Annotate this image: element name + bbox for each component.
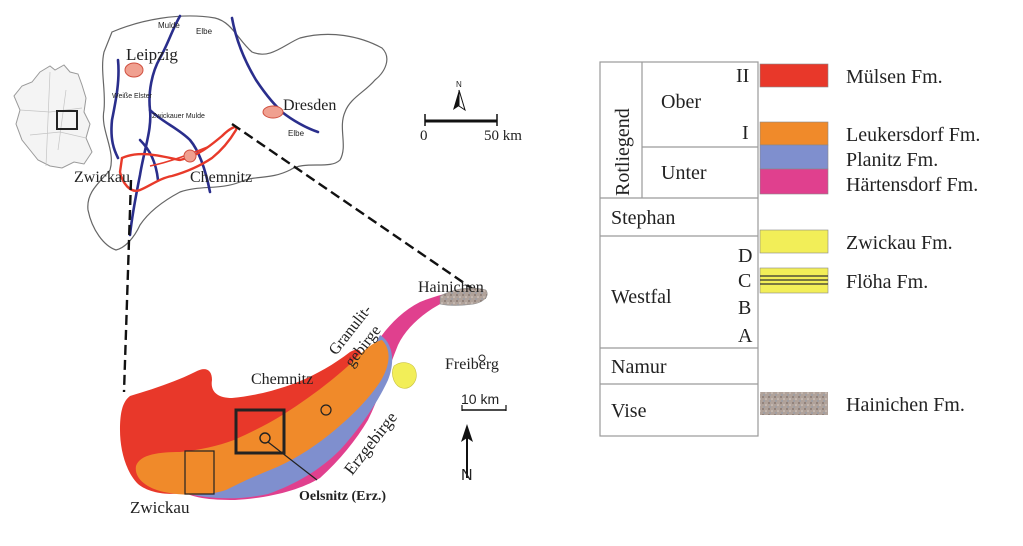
strat-sub-ober-i: I	[742, 122, 749, 144]
unit-haertensdorf	[182, 291, 470, 500]
river-label-elbe-2: Elbe	[288, 129, 305, 138]
strat-system-rotliegend: Rotliegend	[612, 108, 634, 196]
oelsnitz-leader	[267, 441, 318, 481]
label-hainichen: Hainichen	[418, 279, 484, 296]
legend-label-hainichen: Hainichen Fm.	[846, 394, 965, 416]
strat-unit-unter: Unter	[661, 162, 707, 184]
legend-label-muelsen: Mülsen Fm.	[846, 66, 943, 88]
legend-label-leukersdorf: Leukersdorf Fm.	[846, 124, 980, 146]
label-chemnitz: Chemnitz	[251, 371, 313, 388]
floeha-stripes	[760, 275, 828, 285]
unit-zwickau-fm	[392, 362, 417, 389]
strat-unit-westfal: Westfal	[611, 286, 672, 308]
city-label-dresden: Dresden	[283, 97, 336, 114]
legend-label-zwickau: Zwickau Fm.	[846, 232, 953, 254]
river-label-weisse-elster: Weiße Elster	[112, 93, 153, 100]
label-zwickau: Zwickau	[130, 498, 190, 517]
legend-swatch-hainichen	[760, 392, 828, 415]
strat-unit-stephan: Stephan	[611, 207, 675, 229]
legend-swatch-leukersdorf	[759, 121, 829, 146]
strat-sub-ober-ii: II	[736, 65, 749, 87]
scale-bar-overview: 0 50 km	[420, 114, 522, 144]
unit-hainichen	[439, 287, 488, 306]
detail-map: Hainichen Granulit- gebirge Chemnitz Fre…	[120, 279, 507, 517]
city-label-chemnitz: Chemnitz	[190, 169, 252, 186]
legend: Mülsen Fm. Leukersdorf Fm. Planitz Fm. H…	[759, 63, 980, 416]
north-arrow-detail: N	[461, 424, 473, 484]
legend-swatch-planitz	[759, 144, 829, 170]
north-label-detail: N	[461, 467, 473, 484]
oelsnitz-marker	[259, 432, 271, 444]
freiberg-marker	[478, 354, 486, 362]
label-freiberg: Freiberg	[445, 356, 499, 373]
river-label-mulde: Mulde	[158, 21, 180, 30]
river-weisse-elster	[110, 58, 120, 160]
north-label-overview: N	[456, 80, 462, 89]
legend-swatch-muelsen	[759, 63, 829, 88]
overview-map: Leipzig Dresden Chemnitz Zwickau Mulde E…	[13, 14, 522, 251]
legend-label-haertensdorf: Härtensdorf Fm.	[846, 174, 978, 196]
river-label-elbe: Elbe	[196, 27, 213, 36]
river-tributary	[138, 138, 160, 182]
river-label-zwickauer-mulde: Zwickauer Mulde	[152, 113, 205, 120]
zwickau-area-box	[184, 450, 215, 495]
inset-locator-box	[56, 110, 78, 130]
scale-bar-detail: 10 km	[461, 391, 507, 411]
germany-outline	[13, 64, 93, 169]
oelsnitz-study-box	[234, 408, 286, 455]
strat-sub-westfal-a: A	[738, 325, 753, 347]
strat-unit-namur: Namur	[611, 356, 667, 378]
chemnitz-area	[183, 149, 197, 163]
strat-unit-vise: Vise	[611, 400, 647, 422]
strat-unit-ober: Ober	[661, 91, 701, 113]
river-zwickauer-mulde	[148, 108, 212, 194]
river-elbe	[230, 16, 320, 134]
strat-sub-westfal-d: D	[738, 245, 752, 267]
legend-label-floeha: Flöha Fm.	[846, 271, 928, 293]
scale-end-overview: 50 km	[484, 128, 522, 144]
stratigraphic-table: Rotliegend Ober Unter Stephan Westfal Na…	[599, 61, 759, 437]
connector-lines	[122, 123, 487, 393]
legend-swatch-zwickau	[759, 229, 829, 254]
saxony-outline	[87, 15, 388, 251]
legend-label-planitz: Planitz Fm.	[846, 149, 938, 171]
legend-swatch-haertensdorf	[759, 168, 829, 195]
germany-inset	[13, 64, 93, 169]
city-label-leipzig: Leipzig	[126, 45, 178, 64]
strat-sub-westfal-c: C	[738, 270, 751, 292]
chemnitz-marker	[320, 404, 332, 416]
leipzig-area	[124, 62, 144, 78]
city-label-zwickau: Zwickau	[74, 169, 130, 186]
label-oelsnitz: Oelsnitz (Erz.)	[299, 489, 386, 504]
unit-leukersdorf	[135, 340, 389, 495]
north-arrow-overview: N	[453, 80, 466, 112]
dresden-area	[262, 105, 284, 119]
scale-label-detail: 10 km	[461, 391, 499, 407]
scale-start-overview: 0	[420, 128, 428, 144]
strat-sub-westfal-b: B	[738, 297, 751, 319]
